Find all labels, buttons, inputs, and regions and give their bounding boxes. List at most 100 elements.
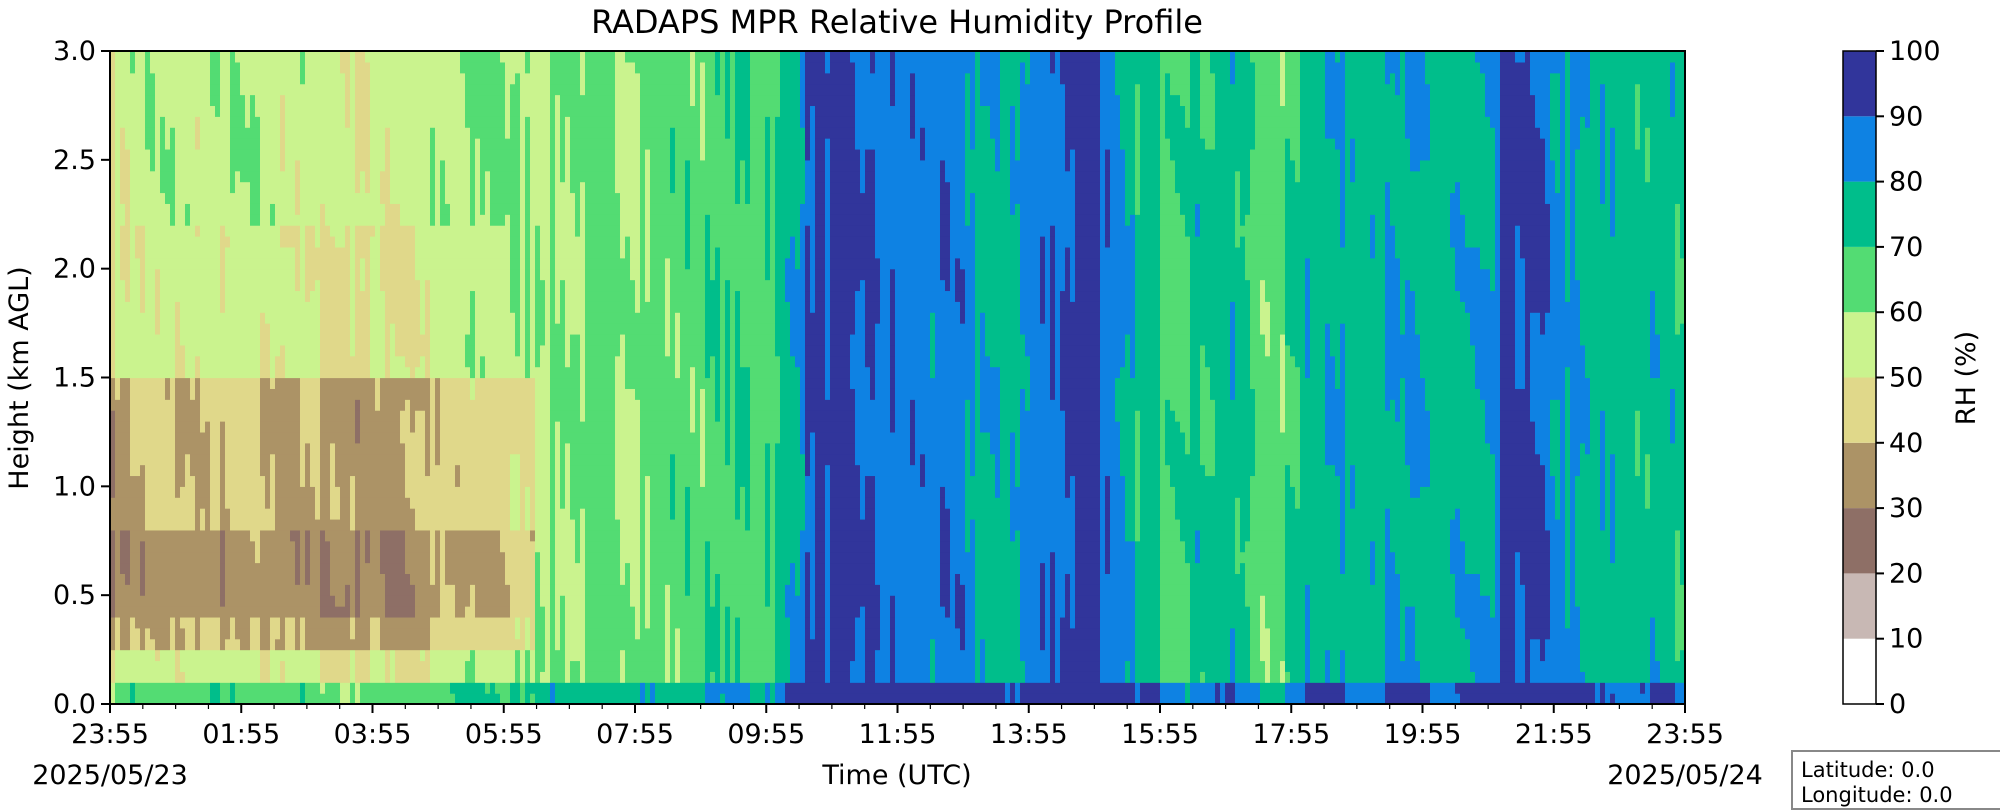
- rh-cell: [165, 333, 171, 346]
- rh-cell: [250, 51, 256, 63]
- rh-cell: [370, 246, 376, 259]
- rh-cell: [230, 94, 236, 107]
- rh-cell: [480, 682, 486, 694]
- rh-cell: [265, 562, 271, 574]
- rh-cell: [160, 508, 166, 520]
- rh-cell: [415, 170, 421, 183]
- rh-cell: [250, 127, 256, 139]
- rh-cell: [380, 138, 386, 150]
- rh-cell: [290, 148, 296, 161]
- rh-cell: [405, 649, 411, 662]
- rh-cell: [145, 138, 151, 150]
- rh-cell: [280, 682, 286, 694]
- rh-cell: [435, 159, 441, 172]
- rh-cell: [180, 529, 186, 542]
- rh-cell: [350, 453, 356, 466]
- rh-cell: [505, 638, 511, 651]
- rh-cell: [145, 497, 151, 509]
- rh-cell: [470, 246, 476, 259]
- rh-cell: [450, 497, 456, 509]
- rh-cell: [315, 323, 321, 335]
- rh-cell: [110, 116, 116, 128]
- rh-cell: [365, 72, 371, 85]
- rh-cell: [360, 159, 366, 172]
- rh-cell: [215, 497, 221, 509]
- rh-cell: [315, 366, 321, 379]
- rh-cell: [340, 225, 346, 237]
- rh-cell: [395, 410, 401, 422]
- rh-cell: [430, 540, 436, 553]
- rh-cell: [335, 257, 341, 270]
- rh-cell: [160, 616, 166, 629]
- rh-cell: [485, 344, 491, 357]
- rh-cell: [175, 148, 181, 161]
- rh-cell: [260, 192, 266, 204]
- rh-cell: [145, 214, 151, 226]
- rh-cell: [330, 61, 336, 74]
- rh-cell: [380, 431, 386, 444]
- rh-cell: [425, 540, 431, 553]
- rh-cell: [280, 421, 286, 433]
- rh-cell: [225, 551, 231, 564]
- rh-cell: [380, 421, 386, 433]
- rh-cell: [200, 344, 206, 357]
- rh-cell: [435, 682, 441, 694]
- rh-cell: [185, 682, 191, 694]
- rh-cell: [450, 431, 456, 444]
- rh-cell: [200, 486, 206, 498]
- rh-cell: [260, 573, 266, 585]
- rh-cell: [220, 529, 226, 542]
- rh-cell: [490, 138, 496, 150]
- rh-cell: [120, 693, 126, 704]
- rh-cell: [285, 127, 291, 139]
- rh-cell: [280, 573, 286, 585]
- rh-cell: [195, 508, 201, 520]
- rh-cell: [405, 127, 411, 139]
- rh-cell: [345, 148, 351, 161]
- rh-cell: [385, 236, 391, 248]
- rh-cell: [310, 660, 316, 672]
- rh-cell: [425, 595, 431, 607]
- rh-cell: [500, 301, 506, 313]
- rh-cell: [515, 616, 521, 629]
- rh-cell: [400, 442, 406, 455]
- rh-cell: [365, 127, 371, 139]
- rh-cell: [345, 464, 351, 477]
- rh-cell: [375, 61, 381, 74]
- rh-cell: [340, 584, 346, 596]
- rh-cell: [305, 225, 311, 237]
- rh-cell: [460, 497, 466, 509]
- rh-cell: [170, 301, 176, 313]
- rh-cell: [170, 192, 176, 204]
- rh-cell: [160, 323, 166, 335]
- rh-cell: [515, 116, 521, 128]
- rh-cell: [490, 551, 496, 564]
- rh-cell: [385, 518, 391, 531]
- rh-cell: [170, 627, 176, 640]
- rh-cell: [395, 518, 401, 531]
- rh-cell: [510, 638, 516, 651]
- rh-cell: [315, 410, 321, 422]
- rh-cell: [235, 290, 241, 302]
- rh-cell: [270, 61, 276, 74]
- rh-cell: [175, 333, 181, 346]
- rh-cell: [315, 94, 321, 107]
- rh-cell: [360, 584, 366, 596]
- rh-cell: [450, 399, 456, 411]
- rh-cell: [380, 225, 386, 237]
- rh-cell: [425, 431, 431, 444]
- rh-cell: [395, 606, 401, 618]
- rh-cell: [185, 83, 191, 96]
- rh-cell: [500, 290, 506, 302]
- rh-cell: [255, 508, 261, 520]
- rh-cell: [260, 366, 266, 379]
- rh-cell: [280, 518, 286, 531]
- rh-cell: [410, 366, 416, 379]
- rh-cell: [405, 562, 411, 574]
- rh-cell: [330, 693, 336, 704]
- rh-cell: [160, 344, 166, 357]
- rh-cell: [335, 225, 341, 237]
- rh-cell: [425, 399, 431, 411]
- rh-cell: [220, 94, 226, 107]
- rh-cell: [385, 116, 391, 128]
